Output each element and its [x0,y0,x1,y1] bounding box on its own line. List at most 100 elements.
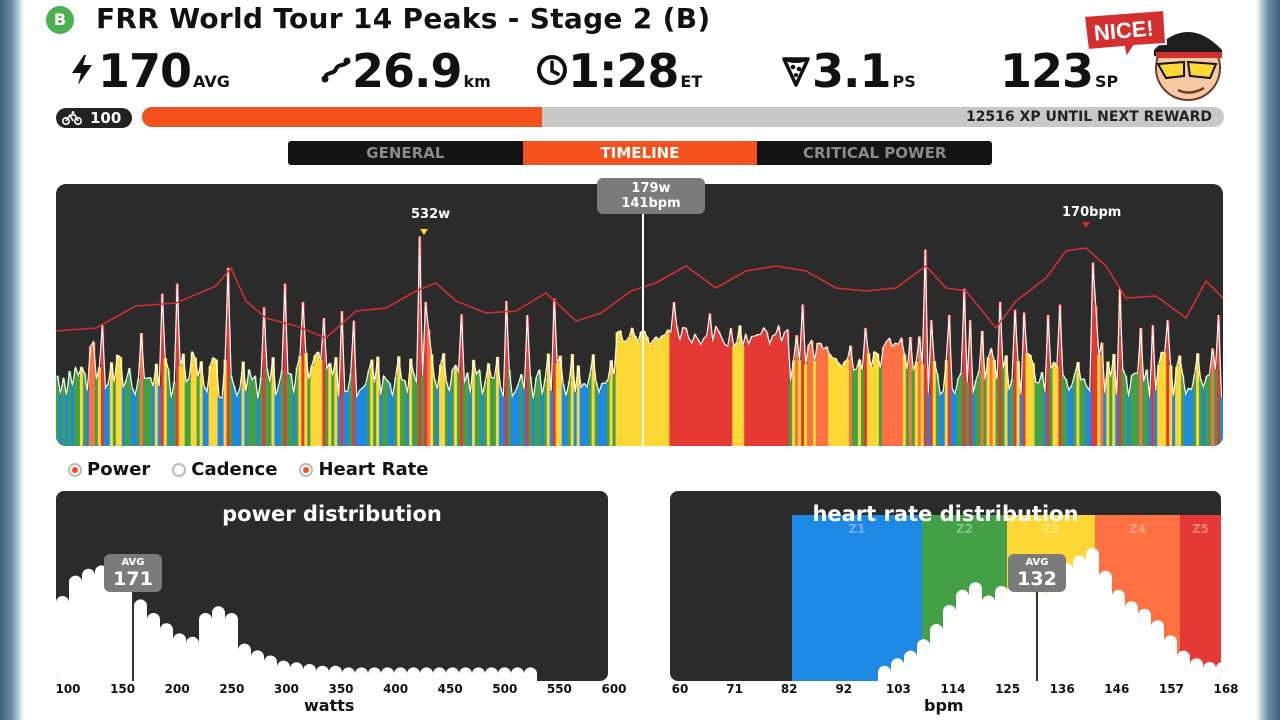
legend-power-toggle[interactable]: Power [68,459,150,480]
power-distribution-hump [498,667,511,681]
power-bar [717,331,721,446]
power-bar [91,341,96,446]
cadence-radio[interactable] [172,462,187,477]
power-bar [1127,396,1131,446]
timeline-graph[interactable] [56,184,1223,446]
power-bar [370,359,374,446]
power-bar [699,344,703,446]
power-bar [1130,375,1134,446]
hr-distribution-hump [930,624,943,681]
power-distribution-hump [173,633,186,681]
power-bar [355,397,359,446]
power-bar [178,366,183,446]
power-tick-label: 550 [546,682,572,696]
hr-distribution-hump [878,665,891,681]
power-bar [753,336,757,446]
tab-timeline[interactable]: TIMELINE [522,141,758,165]
power-bar [1208,374,1212,446]
power-bar [618,330,622,446]
hr-zone-label: Z5 [1192,522,1209,536]
power-distribution-hump [251,650,264,681]
power-bar [908,336,913,446]
hr-zone-label: Z4 [1129,522,1146,536]
hr-axis-title: bpm [924,696,964,715]
legend-heart-rate-toggle[interactable]: Heart Rate [299,459,428,480]
hr-avg-tag: AVG 132 [1008,554,1066,592]
power-bar [397,356,401,446]
power-bar [890,346,895,446]
power-bar [310,365,314,446]
timeline-plot [56,214,1223,446]
power-bar [519,374,524,446]
hr-tick-label: 168 [1213,682,1239,696]
summary-tabs: GENERAL TIMELINE CRITICAL POWER [288,141,992,165]
hr-distribution-title: heart rate distribution [812,502,1079,526]
heart-rate-radio[interactable] [299,462,314,477]
power-bar [534,377,539,446]
power-bar [995,379,999,446]
hr-zone-label: Z1 [848,522,865,536]
power-bar [304,353,308,446]
power-bar [289,373,293,446]
power-bar [660,336,664,446]
power-bar [606,379,610,446]
power-bar [445,382,449,446]
power-bar [133,394,138,446]
hr-distribution-hump [1216,662,1221,681]
power-bar [657,339,661,446]
power-bar [911,370,916,446]
legend-cadence-toggle[interactable]: Cadence [172,459,277,480]
power-bar [148,377,153,446]
power-bar [968,320,973,446]
power-bar [1094,306,1098,446]
power-bar [474,373,479,446]
pizza-stat: 3.1 PS [780,44,916,98]
power-radio[interactable] [68,462,82,477]
power-bar [893,343,898,446]
power-bar [1070,385,1074,446]
power-bar [723,344,727,446]
power-bar [1139,328,1143,446]
category-badge: B [46,6,74,34]
power-bar [938,394,943,446]
power-bar [642,331,646,446]
power-bar [1145,369,1149,446]
power-bar [777,326,781,446]
power-bar [70,385,75,446]
power-bar [465,372,470,446]
power-bar [1220,397,1223,446]
tab-general[interactable]: GENERAL [366,144,445,162]
power-bar [163,358,168,446]
power-bar [929,320,934,446]
power-bar [244,391,248,446]
power-bar [139,333,144,446]
power-bar [1064,379,1068,446]
power-bar [702,338,706,446]
power-bar [962,288,967,446]
power-bar [1172,396,1176,446]
legend-power-label: Power [87,459,151,480]
power-distribution-title: power distribution [222,502,442,526]
power-bar [406,392,410,446]
power-bar [462,383,467,446]
power-bar [1157,364,1161,446]
timeline-cursor-readout[interactable]: 179w 141bpm [597,178,705,214]
power-bar [295,367,299,446]
elapsed-time-unit: ET [680,72,703,91]
power-bar [367,370,371,446]
power-bar [1124,375,1128,446]
power-distribution-hump [316,665,329,681]
tab-critical-power[interactable]: CRITICAL POWER [802,144,947,162]
power-bar [1175,366,1179,446]
hr-distribution-hump [1138,608,1151,681]
power-bar [421,375,425,446]
power-bar [528,375,533,446]
power-bar [1163,352,1167,446]
power-bar [79,367,84,446]
power-bar [738,325,742,446]
power-bar [1115,394,1119,446]
power-bar [636,341,640,446]
power-bar [567,381,572,446]
power-bar [1112,354,1116,446]
power-bar [654,336,658,446]
